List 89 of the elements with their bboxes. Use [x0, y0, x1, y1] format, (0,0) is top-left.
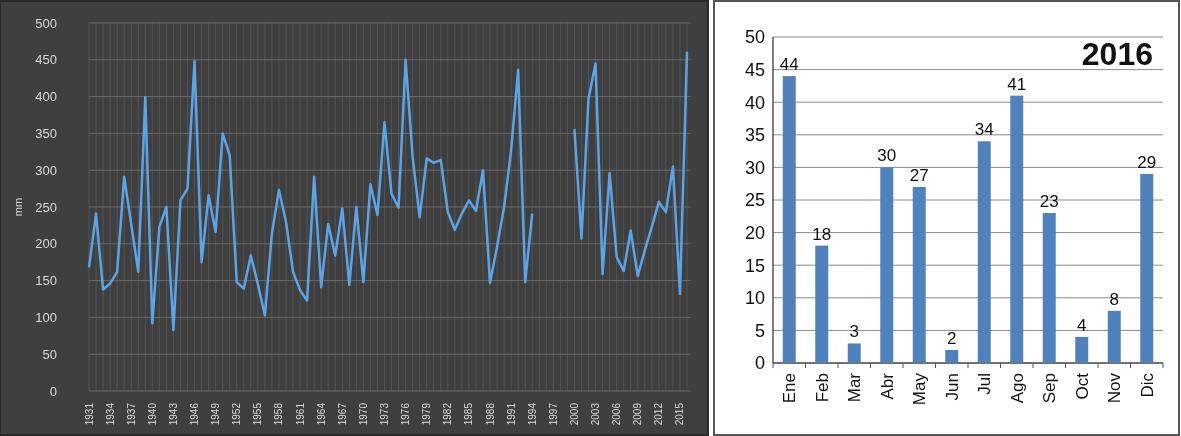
x-tick-label: 1994 [526, 402, 538, 426]
x-tick-label: Nov [1105, 372, 1125, 404]
x-tick-label: Sep [1040, 373, 1060, 404]
x-tick-label: 1937 [125, 402, 137, 426]
bar [1075, 336, 1089, 363]
x-tick-label: 1943 [167, 402, 179, 426]
y-tick-label: 30 [744, 157, 765, 178]
x-tick-label: 1973 [378, 402, 390, 426]
x-tick-label: 2012 [653, 402, 665, 426]
data-label: 29 [1137, 152, 1157, 172]
bar [977, 141, 991, 363]
x-tick-label: 2009 [632, 402, 644, 426]
data-label: 44 [779, 55, 799, 75]
y-tick-label: 450 [35, 52, 57, 68]
x-tick-label: 1979 [421, 402, 433, 426]
y-tick-label: 20 [744, 222, 765, 243]
x-tick-label: 1982 [442, 402, 454, 426]
x-tick-label: 2015 [674, 402, 686, 426]
x-tick-label: 2000 [568, 402, 580, 426]
bar [1107, 310, 1121, 363]
x-tick-label: 1967 [336, 402, 348, 426]
data-label: 34 [974, 120, 994, 140]
x-tick-label: Ago [1007, 373, 1027, 404]
x-tick-label: 2003 [590, 402, 602, 426]
chart-title: 2016 [1081, 36, 1153, 72]
data-label: 30 [877, 146, 897, 166]
bar [782, 76, 796, 363]
x-tick-label: 1997 [547, 402, 559, 426]
bar [945, 349, 959, 363]
y-tick-label: 400 [35, 89, 57, 105]
x-tick-label: 1949 [210, 402, 222, 426]
y-tick-label: 35 [744, 125, 765, 146]
x-tick-label: Ene [780, 373, 800, 404]
x-tick-label: 1988 [484, 402, 496, 426]
x-tick-label: 2006 [611, 402, 623, 426]
data-label: 8 [1109, 289, 1119, 309]
x-tick-label: 1946 [189, 402, 201, 426]
x-tick-label: 1958 [273, 402, 285, 426]
x-tick-label: Mar [845, 372, 865, 403]
y-tick-label: 45 [744, 59, 765, 80]
x-tick-label: 1955 [252, 402, 264, 426]
y-tick-label: 15 [744, 255, 765, 276]
data-label: 3 [849, 322, 859, 342]
x-tick-label: 1964 [315, 402, 327, 426]
x-tick-label: Jun [942, 373, 962, 401]
data-label: 18 [812, 224, 832, 244]
y-tick-label: 150 [35, 273, 57, 289]
y-tick-label: 500 [35, 15, 57, 31]
y-tick-label: 250 [35, 199, 57, 215]
bar [1042, 213, 1056, 363]
bar [880, 167, 894, 363]
y-tick-label: 100 [35, 309, 57, 325]
x-tick-label: Abr [877, 372, 897, 400]
y-tick-label: 50 [42, 346, 57, 362]
x-tick-label: Feb [812, 373, 832, 403]
y-tick-label: 5 [754, 320, 765, 341]
data-label: 4 [1077, 315, 1087, 335]
x-tick-label: 1961 [294, 402, 306, 426]
data-label: 23 [1039, 192, 1059, 212]
data-label: 27 [909, 165, 929, 185]
y-tick-label: 50 [744, 27, 765, 48]
data-label: 41 [1007, 74, 1027, 94]
bar [1010, 95, 1024, 363]
bar [815, 245, 829, 363]
y-axis-title: mm [12, 197, 24, 217]
y-tick-label: 300 [35, 162, 57, 178]
x-tick-label: 1970 [357, 402, 369, 426]
x-tick-label: May [910, 372, 930, 406]
bar [847, 343, 861, 363]
y-tick-label: 350 [35, 125, 57, 141]
x-tick-label: 1952 [231, 402, 243, 426]
x-tick-label: 1940 [146, 402, 158, 426]
y-tick-label: 0 [49, 383, 57, 399]
x-tick-label: 1976 [400, 402, 412, 426]
x-tick-label: 1931 [83, 402, 95, 426]
x-tick-label: Jul [975, 373, 995, 395]
y-tick-label: 0 [754, 353, 765, 374]
x-tick-label: Dic [1137, 372, 1157, 398]
bar [912, 186, 926, 363]
x-tick-label: Oct [1072, 372, 1092, 400]
y-tick-label: 40 [744, 92, 765, 113]
x-tick-label: 1934 [104, 402, 116, 426]
data-label: 2 [947, 328, 957, 348]
y-tick-label: 25 [744, 190, 765, 211]
y-tick-label: 10 [744, 288, 765, 309]
x-tick-label: 1985 [463, 402, 475, 426]
y-tick-label: 200 [35, 236, 57, 252]
x-tick-label: 1991 [505, 402, 517, 426]
bar [1140, 173, 1154, 363]
